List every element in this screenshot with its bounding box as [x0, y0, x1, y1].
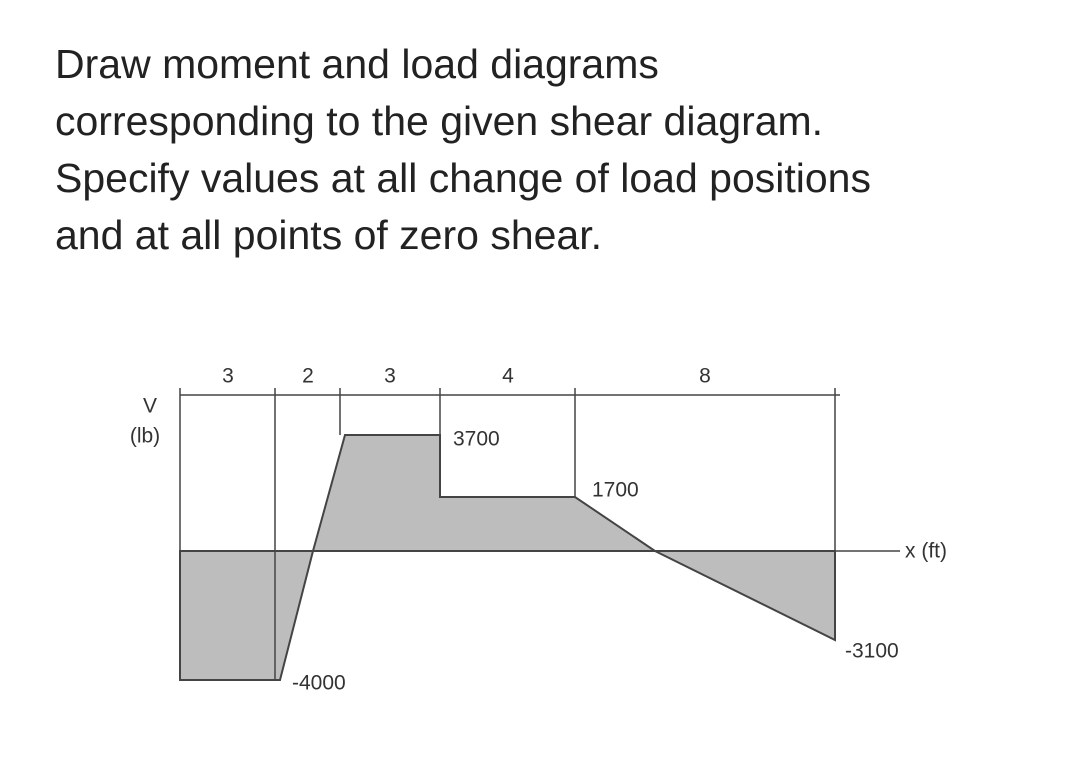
question-line: Draw moment and load diagrams: [55, 41, 659, 87]
negative-region: [179, 550, 315, 681]
shear-value: -3100: [845, 640, 899, 663]
question-line: Specify values at all change of load pos…: [55, 155, 871, 201]
shear-value: 3700: [453, 428, 500, 451]
span-label: 4: [502, 365, 514, 388]
span-label: 3: [222, 365, 234, 388]
question-line: corresponding to the given shear diagram…: [55, 98, 824, 144]
span-label: 8: [699, 365, 711, 388]
shear-value: 1700: [592, 479, 639, 502]
span-label: 3: [384, 365, 396, 388]
question-line: and at all points of zero shear.: [55, 212, 603, 258]
x-label: x (ft): [905, 540, 947, 563]
v-label: V: [143, 395, 157, 418]
negative-region: [654, 550, 836, 642]
span-label: 2: [302, 365, 314, 388]
question: Draw moment and load diagrams correspond…: [55, 36, 871, 264]
v-unit: (lb): [130, 425, 160, 448]
shear-value: -4000: [292, 672, 346, 695]
